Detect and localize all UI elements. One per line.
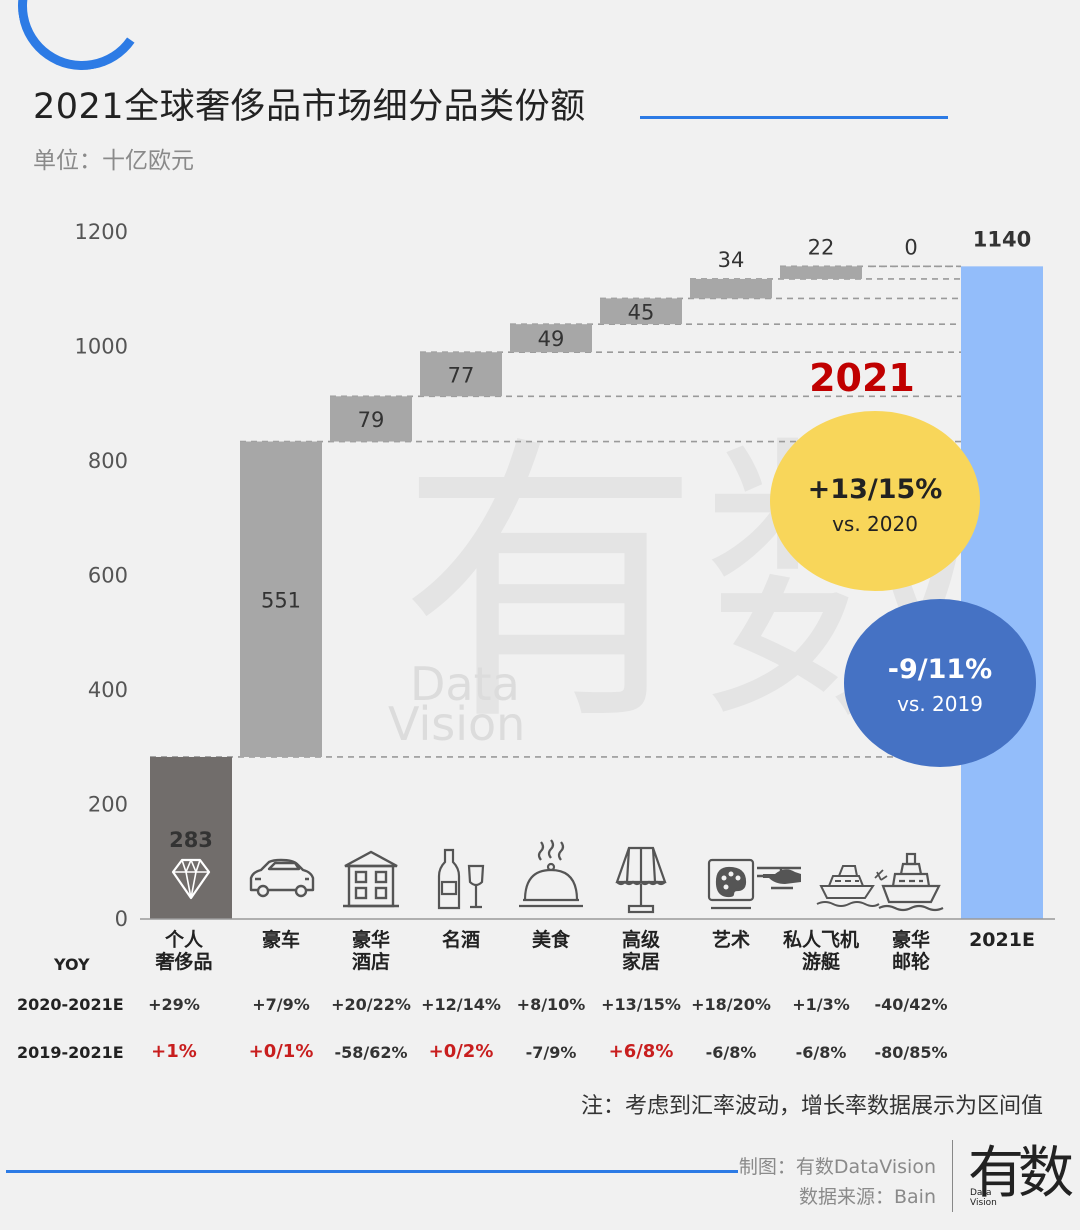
callout-year-label: 2021 [809,356,915,400]
category-label: 邮轮 [892,950,930,973]
watermark-vision-text: Vision [388,697,525,751]
credit-text: 制图：有数DataVision [738,1156,936,1178]
category-icons [171,838,945,914]
bar-value-label: 22 [808,235,835,259]
bar-value-label: 34 [718,248,745,272]
yoy-cell: -80/85% [874,1043,948,1062]
callout-2021: 2021 [809,356,915,400]
y-tick-label: 1200 [75,220,128,244]
footer-logo-subtext: Data Vision [970,1188,997,1208]
vs2019-label: vs. 2019 [897,692,983,716]
vs2019-bubble: -9/11% vs. 2019 [844,599,1036,767]
vs2020-value: +13/15% [808,474,943,505]
yoy-cell: +13/15% [601,995,681,1014]
bar-私人飞机游艇 [780,266,862,279]
category-label: 名酒 [442,928,480,951]
yoy-header: YOY [54,955,90,974]
yoy-row-label: 2020-2021E [17,995,124,1014]
yoy-cell: +6/8% [608,1041,674,1062]
food-cloche-icon [517,838,585,908]
category-label: 2021E [969,929,1035,951]
bar-value-label: 551 [261,588,301,612]
y-tick-label: 0 [115,907,128,931]
chart-title: 2021全球奢侈品市场细分品类份额 [33,87,586,127]
bar-高级家居 [600,298,682,325]
car-icon [249,858,315,898]
y-tick-label: 1000 [75,335,128,359]
vs2019-value: -9/11% [888,654,992,685]
footnote: 注：考虑到汇率波动，增长率数据展示为区间值 [580,1094,1043,1119]
bar-豪华酒店 [330,396,412,442]
yoy-cell: +0/2% [428,1041,494,1062]
yoy-row-label: 2019-2021E [17,1043,124,1062]
y-tick-label: 800 [88,449,128,473]
yoy-cell: -7/9% [525,1043,577,1062]
y-tick-label: 600 [88,564,128,588]
bar-2021E [961,266,1043,920]
bar-value-label: 49 [538,327,565,351]
bars [150,266,1043,920]
watermark-data-text: Data [410,657,520,711]
bar-value-label: 79 [358,408,385,432]
helicopter-yacht-icon [755,864,889,908]
yoy-cell: +29% [148,995,200,1014]
vs2019-bubble-shape [844,599,1036,767]
bar-value-label: 1140 [973,227,1031,251]
unit-label: 单位：十亿欧元 [33,148,194,174]
y-axis: 0 200 400 600 800 1000 1200 [75,220,128,931]
y-tick-label: 200 [88,793,128,817]
bar-名酒 [420,352,502,397]
yoy-cell: +12/14% [421,995,501,1014]
bar-美食 [510,324,592,353]
yoy-cell: -6/8% [705,1043,757,1062]
source-text: 数据来源：Bain [799,1186,936,1208]
yoy-cell: +18/20% [691,995,771,1014]
yoy-cell: +1% [151,1041,197,1062]
footer-line [6,1170,738,1173]
bar-豪车 [240,441,322,757]
bar-个人奢侈品 [150,756,232,919]
category-label: 豪车 [262,928,300,951]
yoy-cell: +0/1% [248,1041,314,1062]
hotel-icon [341,850,401,908]
category-label: 酒店 [352,950,390,973]
yoy-cell: -6/8% [795,1043,847,1062]
category-label: 游艇 [802,950,840,973]
lamp-icon [615,846,667,914]
wine-icon [437,848,485,910]
bar-value-label: 283 [169,828,213,852]
category-label: 个人 [164,929,204,951]
category-label: 奢侈品 [154,950,212,973]
category-label: 私人飞机 [783,929,859,951]
footer-logo: 有数 [968,1141,1074,1206]
yoy-cell: +7/9% [252,995,310,1014]
yoy-cell: -58/62% [334,1043,408,1062]
title-underline [640,116,948,119]
y-tick-label: 400 [88,678,128,702]
category-label: 豪华 [892,928,930,951]
category-label: 豪华 [352,928,390,951]
yoy-cell: +1/3% [792,995,850,1014]
logo-separator [952,1140,953,1212]
yoy-cell: +20/22% [331,995,411,1014]
bar-value-labels: 283 551 79 77 49 45 34 22 0 1140 [169,227,1031,852]
yoy-cell: +8/10% [516,995,586,1014]
bar-value-label: 45 [628,300,655,324]
category-label: 高级 [622,928,660,951]
bar-艺术 [690,278,772,299]
cruise-ship-icon [877,852,945,912]
vs2020-label: vs. 2020 [832,512,918,536]
bar-value-label: 77 [448,363,475,387]
category-label: 艺术 [712,929,750,951]
vs2020-bubble: +13/15% vs. 2020 [770,411,980,591]
bar-value-label: 0 [904,235,917,259]
yoy-cell: -40/42% [874,995,948,1014]
art-palette-icon [707,858,755,910]
vs2020-bubble-shape [770,411,980,591]
category-label: 家居 [622,950,660,973]
category-label: 美食 [532,928,571,951]
